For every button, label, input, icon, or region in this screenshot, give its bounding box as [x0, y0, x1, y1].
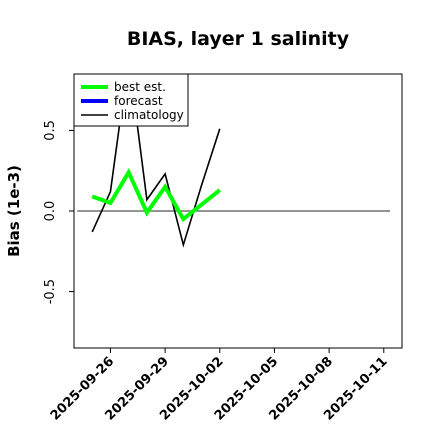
- y-tick-label: 0.0: [43, 201, 58, 222]
- y-axis-label: Bias (1e-3): [5, 165, 23, 257]
- series-line-climatology: [91, 74, 221, 248]
- series-line-best-est: [91, 168, 222, 223]
- legend-label-forecast: forecast: [114, 94, 163, 108]
- legend-label-climatology: climatology: [114, 108, 184, 122]
- legend-label-best-est: best est.: [114, 80, 166, 94]
- y-tick-label: -0.5: [43, 279, 58, 304]
- y-tick-label: 0.5: [43, 120, 58, 141]
- chart-title: BIAS, layer 1 salinity: [127, 28, 350, 50]
